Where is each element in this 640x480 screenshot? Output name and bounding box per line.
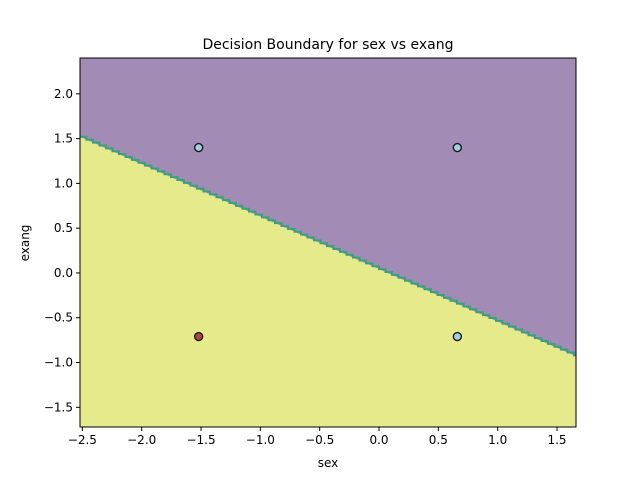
x-tick-label: −1.5: [186, 433, 215, 447]
x-axis-label: sex: [318, 456, 339, 470]
scatter-point: [193, 331, 204, 342]
x-tick-label: −0.5: [305, 433, 334, 447]
x-axis: −2.5 −2.0 −1.5 −1.0 −0.5 0.0 0.5 1.0 1.5: [68, 427, 567, 447]
y-tick-label: 1.5: [54, 132, 73, 146]
decision-regions: [80, 58, 576, 427]
scatter-point: [452, 142, 463, 153]
x-tick-label: 0.0: [369, 433, 388, 447]
y-axis-label: exang: [18, 225, 32, 262]
y-tick-label: −1.0: [44, 356, 73, 370]
y-tick-label: −0.5: [44, 311, 73, 325]
x-tick-label: 1.5: [547, 433, 566, 447]
plot-frame: [79, 57, 577, 428]
scatter-point: [452, 331, 463, 342]
y-tick-label: 1.0: [54, 176, 73, 190]
y-tick-label: 0.5: [54, 221, 73, 235]
scatter-point: [193, 142, 204, 153]
y-tick-label: −1.5: [44, 400, 73, 414]
data-points: [193, 142, 463, 342]
y-tick-label: 0.0: [54, 266, 73, 280]
decision-boundary-line: [80, 135, 576, 357]
chart-title: Decision Boundary for sex vs exang: [202, 37, 453, 53]
x-tick-label: 0.5: [429, 433, 448, 447]
x-tick-label: −1.0: [246, 433, 275, 447]
x-tick-label: −2.0: [127, 433, 156, 447]
y-tick-label: 2.0: [54, 87, 73, 101]
x-tick-label: −2.5: [68, 433, 97, 447]
region-lower: [80, 136, 576, 427]
y-axis: −1.5 −1.0 −0.5 0.0 0.5 1.0 1.5 2.0: [44, 87, 80, 414]
x-tick-label: 1.0: [488, 433, 507, 447]
